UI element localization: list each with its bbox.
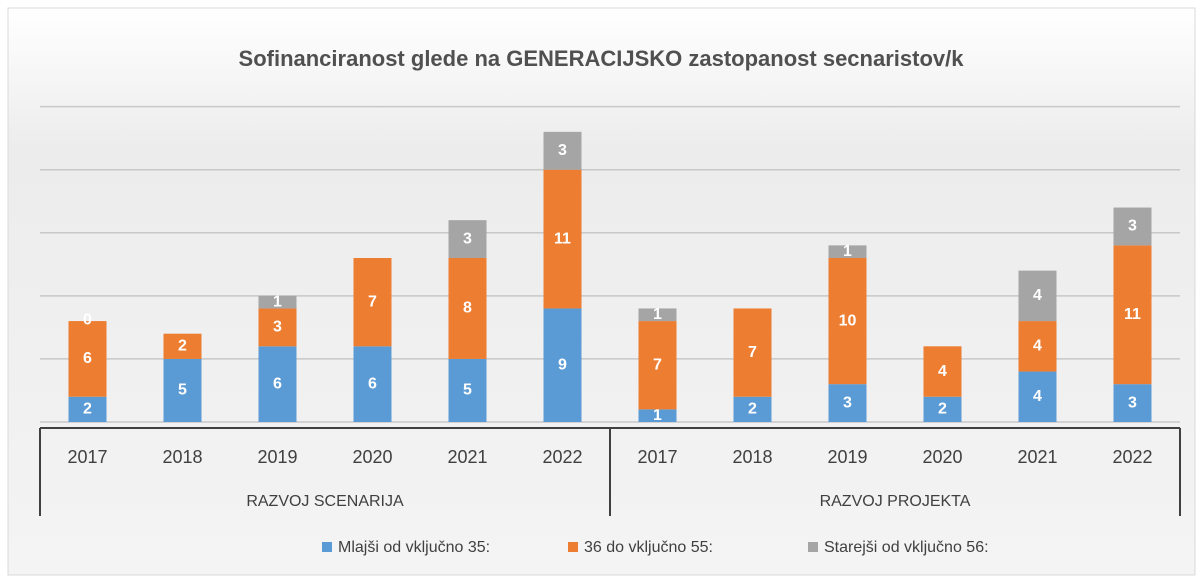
data-label: 11 — [554, 230, 571, 247]
data-label: 10 — [839, 312, 857, 329]
x-tick-label: 2019 — [257, 447, 297, 467]
data-label: 4 — [1033, 388, 1042, 405]
data-label: 5 — [178, 382, 187, 399]
bar-segment — [353, 346, 392, 422]
bar-segment — [543, 131, 582, 170]
legend-swatch — [808, 542, 818, 552]
bar-segment — [638, 308, 677, 322]
bar-segment — [638, 321, 677, 410]
data-label: 3 — [463, 230, 472, 247]
bar-segment — [828, 258, 867, 385]
x-tick-label: 2019 — [827, 447, 867, 467]
data-label: 1 — [843, 243, 852, 260]
bar-segment — [163, 358, 202, 422]
data-label: 6 — [83, 350, 92, 367]
legend-label: 36 do vključno 55: — [584, 539, 713, 556]
data-label: 7 — [653, 356, 662, 373]
data-label: 4 — [1033, 287, 1042, 304]
bar-segment — [258, 308, 297, 347]
bar-segment — [1018, 371, 1057, 422]
bar-segment — [163, 333, 202, 359]
data-label: 3 — [558, 142, 567, 159]
data-label: 2 — [83, 401, 92, 418]
group-label: RAZVOJ SCENARIJA — [246, 493, 404, 510]
chart-title: Sofinanciranost glede na GENERACIJSKO za… — [239, 46, 965, 71]
bar-segment — [258, 346, 297, 422]
x-tick-label: 2020 — [922, 447, 962, 467]
data-label: 4 — [938, 363, 947, 380]
bar-segment — [1018, 321, 1057, 372]
bar-segment — [448, 258, 487, 359]
legend-swatch — [322, 542, 332, 552]
group-label: RAZVOJ PROJEKTA — [820, 493, 971, 510]
x-tick-label: 2017 — [637, 447, 677, 467]
data-label: 3 — [1128, 394, 1137, 411]
data-label: 2 — [178, 338, 187, 355]
data-label: 1 — [273, 293, 282, 310]
bar-segment — [733, 396, 772, 422]
bar-segment — [828, 384, 867, 422]
x-tick-label: 2018 — [732, 447, 772, 467]
bar-segment — [1113, 245, 1152, 385]
bar-segment — [1113, 207, 1152, 246]
bar-segment — [923, 396, 962, 422]
bar-segment — [258, 295, 297, 309]
bar-segment — [543, 308, 582, 422]
x-tick-label: 2017 — [67, 447, 107, 467]
bar-segment — [448, 220, 487, 258]
bar-segment — [1018, 270, 1057, 322]
bar-segment — [1113, 384, 1152, 422]
data-label: 3 — [1128, 218, 1137, 235]
data-label: 5 — [463, 382, 472, 399]
data-label: 9 — [558, 356, 567, 373]
x-tick-label: 2021 — [1017, 447, 1057, 467]
bar-segment — [68, 321, 107, 397]
legend-label: Starejši od vključno 56: — [824, 539, 989, 556]
x-tick-label: 2022 — [542, 447, 582, 467]
legend-label: Mlajši od vključno 35: — [338, 539, 490, 556]
data-label: 7 — [368, 293, 377, 310]
data-label: 6 — [273, 375, 282, 392]
chart-background — [7, 7, 1196, 576]
x-tick-label: 2022 — [1112, 447, 1152, 467]
x-tick-label: 2020 — [352, 447, 392, 467]
data-label: 7 — [748, 344, 757, 361]
data-label: 6 — [368, 375, 377, 392]
bar-segment — [448, 358, 487, 422]
data-label: 1 — [653, 306, 662, 323]
data-label: 3 — [843, 394, 852, 411]
data-label: 0 — [83, 311, 92, 328]
data-label: 2 — [748, 401, 757, 418]
legend-swatch — [568, 542, 578, 552]
bar-segment — [923, 346, 962, 397]
bar-segment — [353, 258, 392, 347]
bar-segment — [638, 409, 677, 422]
data-label: 3 — [273, 319, 282, 336]
x-tick-label: 2018 — [162, 447, 202, 467]
data-label: 2 — [938, 401, 947, 418]
data-label: 8 — [463, 300, 472, 317]
data-label: 4 — [1033, 338, 1042, 355]
x-tick-label: 2021 — [447, 447, 487, 467]
bar-segment — [68, 396, 107, 422]
data-label: 1 — [653, 407, 662, 424]
bar-segment — [828, 245, 867, 258]
bar-segment — [543, 169, 582, 309]
data-label: 11 — [1124, 306, 1141, 323]
bar-segment — [733, 308, 772, 397]
